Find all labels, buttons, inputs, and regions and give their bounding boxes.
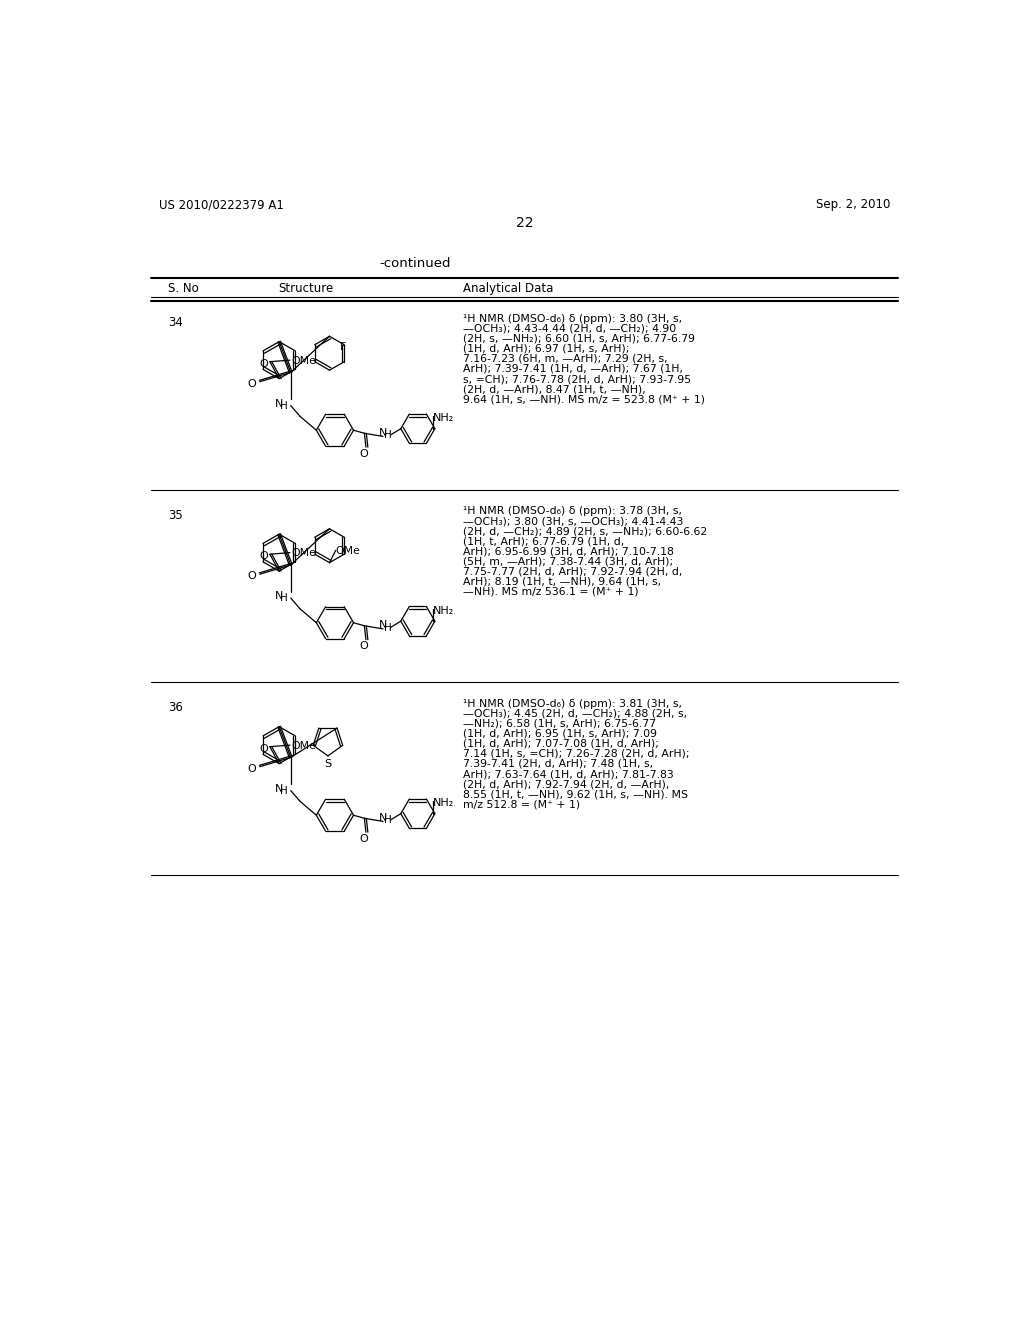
Text: H: H	[384, 816, 391, 825]
Text: O: O	[359, 449, 369, 458]
Text: N: N	[275, 399, 284, 409]
Text: 7.14 (1H, s, =CH); 7.26-7.28 (2H, d, ArH);: 7.14 (1H, s, =CH); 7.26-7.28 (2H, d, ArH…	[463, 748, 689, 759]
Text: NH₂: NH₂	[433, 606, 455, 615]
Text: N: N	[379, 620, 387, 631]
Text: (5H, m, —ArH); 7.38-7.44 (3H, d, ArH);: (5H, m, —ArH); 7.38-7.44 (3H, d, ArH);	[463, 557, 673, 566]
Text: 22: 22	[516, 216, 534, 230]
Text: H: H	[384, 623, 391, 632]
Text: -continued: -continued	[379, 257, 451, 271]
Text: (2H, d, —ArH), 8.47 (1H, t, —NH),: (2H, d, —ArH), 8.47 (1H, t, —NH),	[463, 384, 645, 393]
Text: Analytical Data: Analytical Data	[463, 282, 553, 296]
Text: F: F	[340, 342, 346, 351]
Text: O: O	[248, 379, 256, 388]
Text: (2H, d, —CH₂); 4.89 (2H, s, —NH₂); 6.60-6.62: (2H, d, —CH₂); 4.89 (2H, s, —NH₂); 6.60-…	[463, 527, 707, 536]
Text: N: N	[275, 784, 284, 793]
Text: H: H	[280, 594, 288, 603]
Text: O: O	[248, 763, 256, 774]
Text: OMe: OMe	[292, 741, 316, 751]
Text: ¹H NMR (DMSO-d₆) δ (ppm): 3.78 (3H, s,: ¹H NMR (DMSO-d₆) δ (ppm): 3.78 (3H, s,	[463, 507, 682, 516]
Text: OMe: OMe	[336, 545, 360, 556]
Text: —OCH₃); 4.43-4.44 (2H, d, —CH₂); 4.90: —OCH₃); 4.43-4.44 (2H, d, —CH₂); 4.90	[463, 323, 676, 334]
Text: Structure: Structure	[279, 282, 334, 296]
Text: (1H, d, ArH); 6.97 (1H, s, ArH);: (1H, d, ArH); 6.97 (1H, s, ArH);	[463, 345, 629, 354]
Text: ¹H NMR (DMSO-d₆) δ (ppm): 3.80 (3H, s,: ¹H NMR (DMSO-d₆) δ (ppm): 3.80 (3H, s,	[463, 314, 682, 323]
Text: H: H	[280, 401, 288, 411]
Text: O: O	[359, 834, 369, 843]
Text: NH₂: NH₂	[433, 413, 455, 424]
Text: 7.75-7.77 (2H, d, ArH); 7.92-7.94 (2H, d,: 7.75-7.77 (2H, d, ArH); 7.92-7.94 (2H, d…	[463, 566, 682, 577]
Text: 36: 36	[168, 701, 183, 714]
Text: (2H, s, —NH₂); 6.60 (1H, s, ArH); 6.77-6.79: (2H, s, —NH₂); 6.60 (1H, s, ArH); 6.77-6…	[463, 334, 695, 345]
Text: S: S	[324, 759, 331, 770]
Text: 35: 35	[168, 508, 183, 521]
Text: OMe: OMe	[292, 355, 316, 366]
Text: 7.16-7.23 (6H, m, —ArH); 7.29 (2H, s,: 7.16-7.23 (6H, m, —ArH); 7.29 (2H, s,	[463, 354, 668, 364]
Text: m/z 512.8 = (M⁺ + 1): m/z 512.8 = (M⁺ + 1)	[463, 799, 580, 809]
Text: O: O	[248, 572, 256, 581]
Text: N: N	[275, 591, 284, 601]
Text: NH₂: NH₂	[433, 799, 455, 808]
Text: ¹H NMR (DMSO-d₆) δ (ppm): 3.81 (3H, s,: ¹H NMR (DMSO-d₆) δ (ppm): 3.81 (3H, s,	[463, 700, 682, 709]
Text: O: O	[259, 552, 267, 561]
Text: ArH); 8.19 (1H, t, —NH), 9.64 (1H, s,: ArH); 8.19 (1H, t, —NH), 9.64 (1H, s,	[463, 577, 660, 586]
Text: S. No: S. No	[168, 282, 199, 296]
Text: ArH); 7.39-7.41 (1H, d, —ArH); 7.67 (1H,: ArH); 7.39-7.41 (1H, d, —ArH); 7.67 (1H,	[463, 364, 683, 374]
Text: 34: 34	[168, 317, 183, 329]
Text: —NH). MS m/z 536.1 = (M⁺ + 1): —NH). MS m/z 536.1 = (M⁺ + 1)	[463, 586, 638, 597]
Text: (2H, d, ArH); 7.92-7.94 (2H, d, —ArH),: (2H, d, ArH); 7.92-7.94 (2H, d, —ArH),	[463, 779, 669, 789]
Text: —OCH₃); 3.80 (3H, s, —OCH₃); 4.41-4.43: —OCH₃); 3.80 (3H, s, —OCH₃); 4.41-4.43	[463, 516, 683, 527]
Text: 7.39-7.41 (2H, d, ArH); 7.48 (1H, s,: 7.39-7.41 (2H, d, ArH); 7.48 (1H, s,	[463, 759, 653, 770]
Text: 9.64 (1H, s, —NH). MS m/z = 523.8 (M⁺ + 1): 9.64 (1H, s, —NH). MS m/z = 523.8 (M⁺ + …	[463, 395, 705, 404]
Text: 8.55 (1H, t, —NH), 9.62 (1H, s, —NH). MS: 8.55 (1H, t, —NH), 9.62 (1H, s, —NH). MS	[463, 789, 688, 799]
Text: OMe: OMe	[292, 548, 316, 558]
Text: Sep. 2, 2010: Sep. 2, 2010	[816, 198, 891, 211]
Text: (1H, t, ArH); 6.77-6.79 (1H, d,: (1H, t, ArH); 6.77-6.79 (1H, d,	[463, 536, 624, 546]
Text: ArH); 6.95-6.99 (3H, d, ArH); 7.10-7.18: ArH); 6.95-6.99 (3H, d, ArH); 7.10-7.18	[463, 546, 674, 557]
Text: N: N	[379, 428, 387, 438]
Text: (1H, d, ArH); 7.07-7.08 (1H, d, ArH);: (1H, d, ArH); 7.07-7.08 (1H, d, ArH);	[463, 739, 658, 748]
Text: O: O	[259, 359, 267, 368]
Text: O: O	[359, 642, 369, 651]
Text: ArH); 7.63-7.64 (1H, d, ArH); 7.81-7.83: ArH); 7.63-7.64 (1H, d, ArH); 7.81-7.83	[463, 770, 674, 779]
Text: US 2010/0222379 A1: US 2010/0222379 A1	[159, 198, 284, 211]
Text: O: O	[259, 743, 267, 754]
Text: s, =CH); 7.76-7.78 (2H, d, ArH); 7.93-7.95: s, =CH); 7.76-7.78 (2H, d, ArH); 7.93-7.…	[463, 374, 691, 384]
Text: H: H	[280, 785, 288, 796]
Text: (1H, d, ArH); 6.95 (1H, s, ArH); 7.09: (1H, d, ArH); 6.95 (1H, s, ArH); 7.09	[463, 729, 656, 739]
Text: H: H	[384, 430, 391, 440]
Text: N: N	[379, 813, 387, 822]
Text: —OCH₃); 4.45 (2H, d, —CH₂); 4.88 (2H, s,: —OCH₃); 4.45 (2H, d, —CH₂); 4.88 (2H, s,	[463, 709, 687, 719]
Text: —NH₂); 6.58 (1H, s, ArH); 6.75-6.77: —NH₂); 6.58 (1H, s, ArH); 6.75-6.77	[463, 719, 655, 729]
